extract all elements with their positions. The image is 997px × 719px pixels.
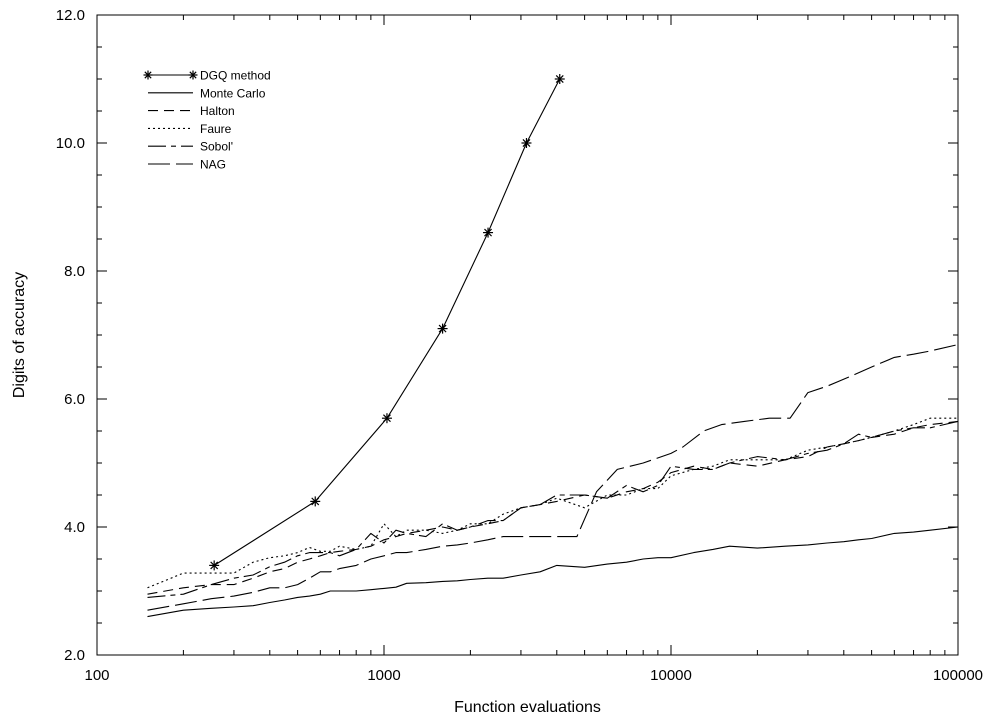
y-tick-label: 8.0 bbox=[64, 263, 85, 280]
series-dgq-method bbox=[209, 74, 565, 571]
legend-item-sobol: Sobol' bbox=[148, 140, 233, 154]
series-line-sobol bbox=[147, 420, 959, 598]
legend-item-nag: NAG bbox=[148, 158, 226, 172]
ticks-group: 2.0 4.0 6.0 8.0 10.0 12.0 100 1000 10000 100000 bbox=[56, 7, 983, 684]
legend-label: DGQ method bbox=[200, 69, 271, 83]
x-axis-title: Function evaluations bbox=[454, 699, 601, 716]
x-tick-label: 10000 bbox=[650, 667, 692, 684]
legend-item-halton: Halton bbox=[148, 104, 235, 118]
y-axis-title: Digits of accuracy bbox=[11, 272, 28, 398]
y-tick-label: 2.0 bbox=[64, 647, 85, 664]
legend-item-dgq-method: DGQ method bbox=[143, 69, 271, 83]
data-point-star bbox=[483, 227, 494, 238]
data-point-star bbox=[437, 323, 448, 334]
y-tick-label: 4.0 bbox=[64, 519, 85, 536]
series-group bbox=[147, 74, 959, 618]
data-point-star bbox=[554, 74, 565, 84]
series-line-monte-carlo bbox=[147, 526, 959, 618]
series-monte-carlo bbox=[147, 526, 959, 618]
data-point-star bbox=[521, 138, 532, 148]
legend: DGQ method Monte Carlo Halton Faure Sobol' NA… bbox=[143, 69, 271, 172]
data-point-star bbox=[188, 70, 198, 80]
legend-label: Sobol' bbox=[200, 140, 233, 154]
y-tick-label: 12.0 bbox=[56, 7, 85, 24]
legend-label: Monte Carlo bbox=[200, 86, 266, 100]
data-point-star bbox=[143, 70, 153, 80]
series-sobol bbox=[147, 420, 959, 598]
data-point-star bbox=[381, 413, 392, 424]
series-line-faure bbox=[147, 417, 958, 589]
legend-item-monte-carlo: Monte Carlo bbox=[148, 86, 266, 100]
legend-item-faure: Faure bbox=[148, 122, 232, 136]
x-tick-label: 100 bbox=[84, 667, 109, 684]
data-point-star bbox=[310, 496, 321, 507]
series-nag bbox=[147, 344, 959, 611]
data-point-star bbox=[209, 560, 220, 571]
legend-label: Faure bbox=[200, 122, 232, 136]
legend-label: NAG bbox=[200, 158, 226, 172]
x-tick-label: 100000 bbox=[933, 667, 983, 684]
series-faure bbox=[147, 417, 958, 589]
series-line-nag bbox=[147, 344, 959, 611]
x-tick-label: 1000 bbox=[367, 667, 400, 684]
y-tick-label: 6.0 bbox=[64, 391, 85, 408]
y-tick-label: 10.0 bbox=[56, 135, 85, 152]
legend-label: Halton bbox=[200, 104, 235, 118]
